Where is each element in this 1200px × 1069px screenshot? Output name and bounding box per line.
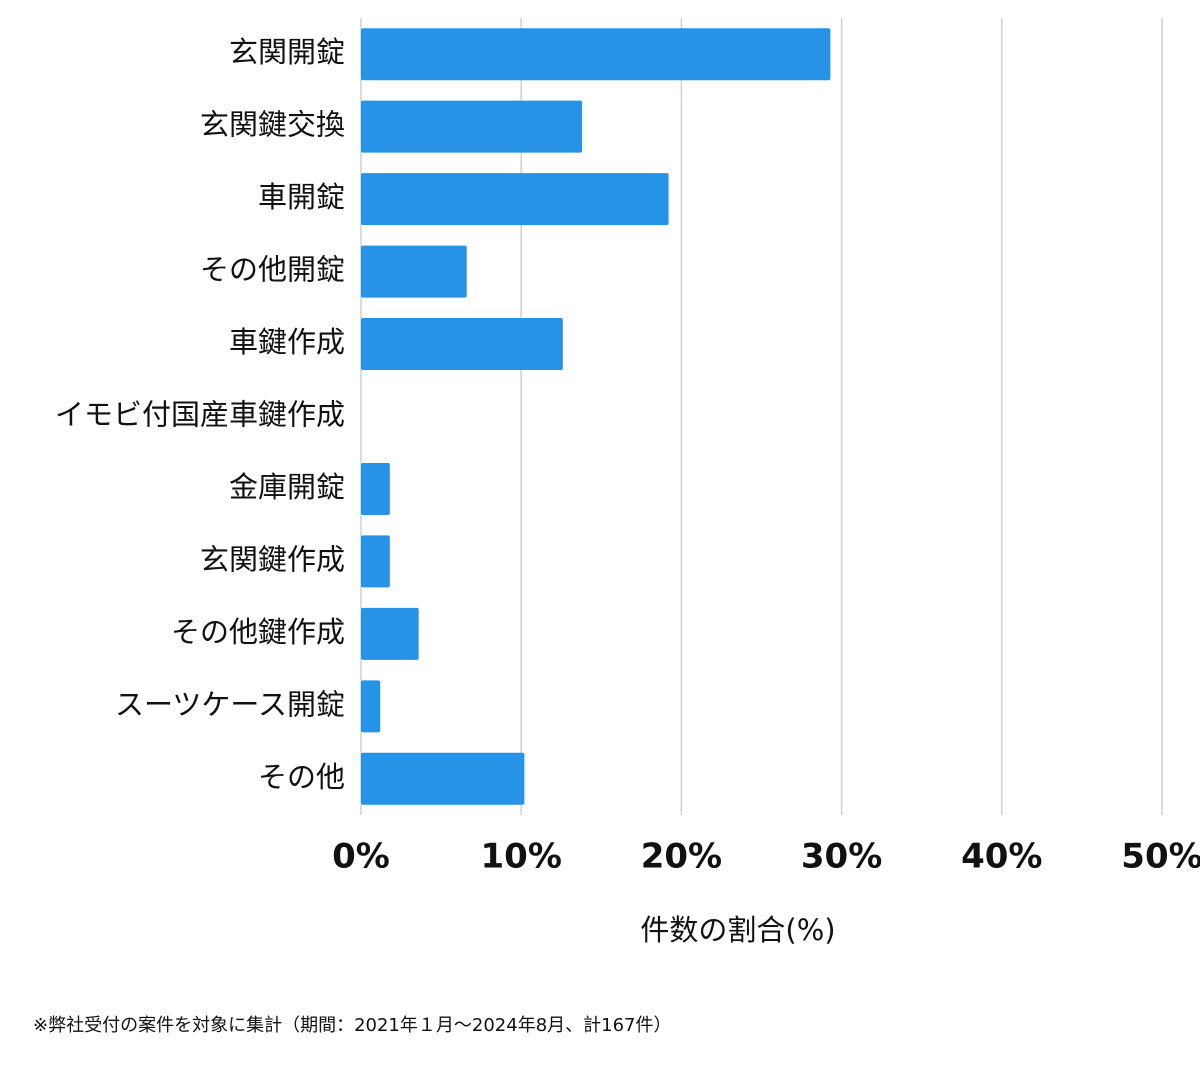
bar [361,245,467,298]
x-tick-label: 40% [961,837,1042,877]
y-tick-label: 玄関鍵作成 [200,542,345,576]
bar [361,462,390,515]
y-tick-label: イモビ付国産車鍵作成 [55,398,345,432]
bar [361,535,390,588]
x-axis-title: 件数の割合(%) [640,913,835,947]
bar [361,318,563,371]
x-tick-label: 0% [332,837,390,877]
y-tick-label: スーツケース開錠 [115,687,345,721]
bar [361,752,525,805]
y-tick-label: その他 [258,760,345,794]
y-tick-label: 車鍵作成 [229,325,345,359]
y-tick-label: その他開錠 [200,253,345,287]
y-tick-label: 金庫開錠 [229,470,345,504]
y-tick-label: 車開錠 [258,180,345,214]
x-tick-label: 50% [1121,837,1200,877]
bar [361,28,831,81]
y-tick-label: 玄関鍵交換 [200,108,345,142]
x-tick-label: 10% [481,837,562,877]
bar [361,173,669,226]
bar [361,607,419,660]
x-tick-label: 20% [641,837,722,877]
footnote: ※弊社受付の案件を対象に集計（期間：2021年１月〜2024年8月、計167件） [33,1015,672,1036]
x-tick-label: 30% [801,837,882,877]
y-tick-label: 玄関開錠 [229,35,345,69]
bar [361,100,583,153]
bar [361,680,381,733]
y-tick-label: その他鍵作成 [171,615,345,649]
